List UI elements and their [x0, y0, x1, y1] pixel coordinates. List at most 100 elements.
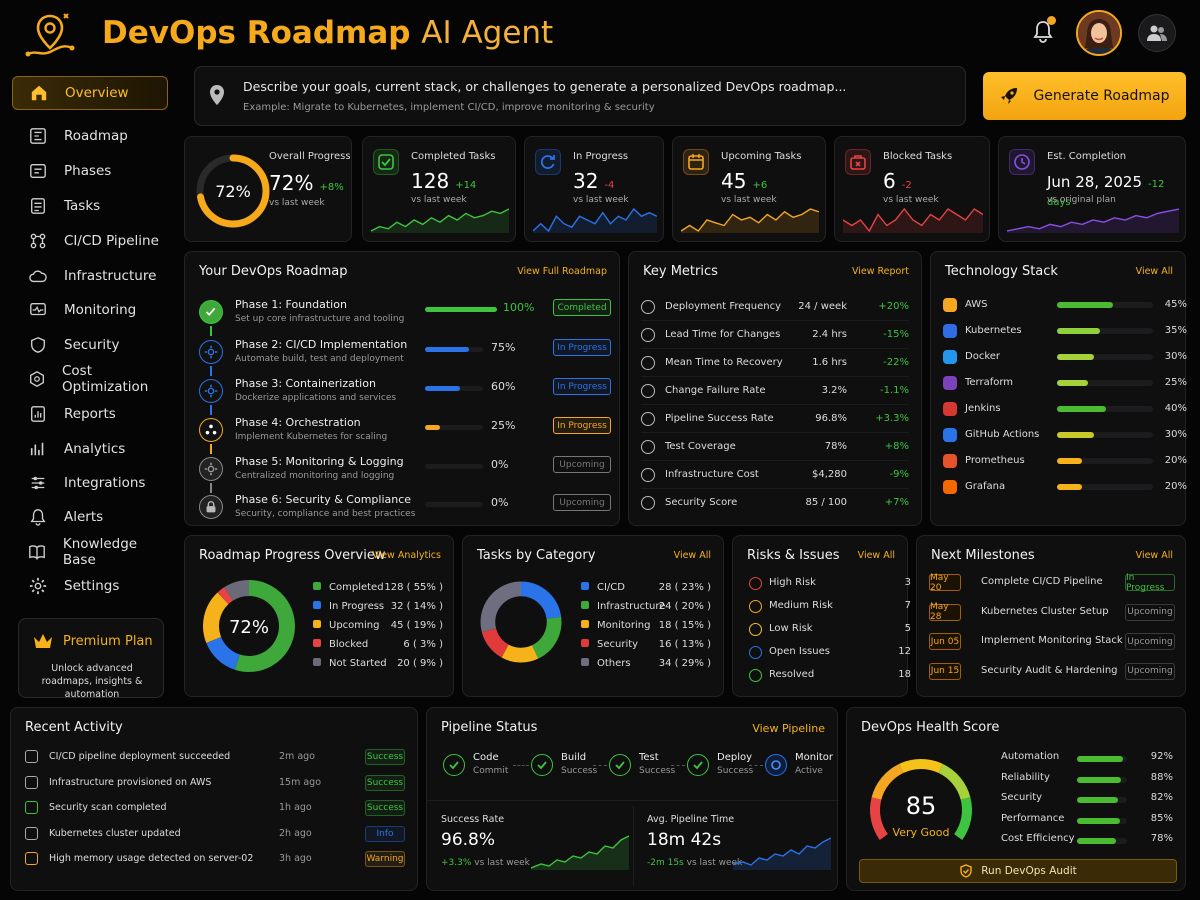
roadmap-phase-4[interactable]: Phase 4: Orchestration Implement Kubernet… [199, 416, 621, 454]
cloud-icon [28, 266, 48, 286]
activity-row[interactable]: CI/CD pipeline deployment succeeded 2m ag… [23, 748, 405, 768]
roadmap-phase-3[interactable]: Phase 3: Containerization Dockerize appli… [199, 377, 621, 415]
sidebar-item-label: Phases [64, 163, 112, 179]
pipeline-step-status: Active [795, 766, 823, 776]
run-devops-audit-button[interactable]: Run DevOps Audit [859, 859, 1177, 883]
milestones-view-all-link[interactable]: View All [1135, 550, 1173, 561]
sidebar-item-label: Infrastructure [64, 268, 157, 284]
legend-item: Monitoring 18 ( 15% ) [581, 620, 711, 631]
blocked-icon [845, 149, 871, 175]
goal-prompt-input[interactable]: Describe your goals, current stack, or c… [194, 66, 966, 126]
phase-status-badge: Upcoming [553, 494, 611, 511]
roadmap-phase-2[interactable]: Phase 2: CI/CD Implementation Automate bu… [199, 338, 621, 376]
roadmap-phase-5[interactable]: Phase 5: Monitoring & Logging Centralized… [199, 455, 621, 493]
activity-row[interactable]: Kubernetes cluster updated 2h ago Info [23, 825, 405, 845]
pipeline-step-build[interactable]: Build Success [531, 750, 611, 786]
sidebar-item-cost-optimization[interactable]: Cost Optimization [12, 362, 168, 396]
phase-title: Phase 1: Foundation [235, 298, 347, 311]
bell-icon[interactable] [1028, 16, 1058, 46]
tech-row-docker[interactable]: Docker 30% [943, 348, 1187, 368]
milestone-label: Kubernetes Cluster Setup [981, 605, 1109, 617]
milestone-row[interactable]: May 20 Complete CI/CD Pipeline In Progress [929, 573, 1175, 594]
recent-activity-title: Recent Activity [25, 720, 123, 735]
activity-row[interactable]: Infrastructure provisioned on AWS 15m ago… [23, 774, 405, 794]
roadmap-phase-1[interactable]: Phase 1: Foundation Set up core infrastru… [199, 298, 621, 336]
legend-label: In Progress [329, 601, 385, 612]
sidebar-item-monitoring[interactable]: Monitoring [12, 293, 168, 327]
users-icon[interactable] [1138, 14, 1176, 52]
sidebar-item-alerts[interactable]: Alerts [12, 500, 168, 534]
sidebar-item-security[interactable]: Security [12, 328, 168, 362]
tech-row-github-actions[interactable]: GitHub Actions 30% [943, 426, 1187, 446]
sidebar-item-roadmap[interactable]: Roadmap [12, 119, 168, 153]
pipeline-step-deploy[interactable]: Deploy Success [687, 750, 767, 786]
metric-row: Mean Time to Recovery 1.6 hrs -22% [641, 354, 909, 377]
sidebar-item-integrations[interactable]: Integrations [12, 466, 168, 500]
activity-label: High memory usage detected on server-02 [49, 853, 254, 864]
tech-row-prometheus[interactable]: Prometheus 20% [943, 452, 1187, 472]
tech-usage-bar [1057, 406, 1153, 412]
sidebar-item-knowledge-base[interactable]: Knowledge Base [12, 535, 168, 569]
tech-usage-bar [1057, 432, 1153, 438]
sidebar-item-phases[interactable]: Phases [12, 154, 168, 188]
view-pipeline-link[interactable]: View Pipeline [752, 722, 825, 735]
category-view-all-link[interactable]: View All [673, 550, 711, 561]
metric-delta: -1.1% [879, 385, 909, 396]
tech-row-kubernetes[interactable]: Kubernetes 35% [943, 322, 1187, 342]
tech-percent: 30% [1164, 351, 1187, 362]
legend-count: 6 ( 3% ) [403, 639, 443, 650]
phase-connector [210, 444, 212, 454]
milestone-row[interactable]: Jun 05 Implement Monitoring Stack Upcoming [929, 633, 1175, 653]
tech-view-all-link[interactable]: View All [1135, 266, 1173, 277]
health-row: Reliability 88% [1001, 771, 1173, 789]
tech-row-terraform[interactable]: Terraform 25% [943, 374, 1187, 394]
sidebar-item-tasks[interactable]: Tasks [12, 189, 168, 223]
success-rate-value: 96.8% [441, 830, 496, 850]
view-analytics-link[interactable]: View Analytics [372, 550, 441, 561]
kpi-value-text: 45 [721, 169, 747, 193]
tasks-by-category-title: Tasks by Category [477, 548, 596, 563]
user-avatar[interactable] [1076, 10, 1122, 56]
generate-roadmap-button[interactable]: Generate Roadmap [983, 72, 1186, 120]
view-report-link[interactable]: View Report [851, 266, 909, 277]
risk-row[interactable]: Medium Risk 7 [749, 599, 911, 617]
sidebar-item-overview[interactable]: Overview [12, 76, 168, 110]
sidebar-item-analytics[interactable]: Analytics [12, 432, 168, 466]
phase-progress-bar [425, 502, 483, 507]
pipeline-step-test[interactable]: Test Success [609, 750, 689, 786]
tech-row-aws[interactable]: AWS 45% [943, 296, 1187, 316]
risks-view-all-link[interactable]: View All [857, 550, 895, 561]
tech-row-grafana[interactable]: Grafana 20% [943, 478, 1187, 498]
category-slice-3 [481, 627, 509, 658]
activity-row[interactable]: Security scan completed 1h ago Success [23, 799, 405, 819]
sidebar-item-settings[interactable]: Settings [12, 569, 168, 603]
recent-activity-card: Recent Activity CI/CD pipeline deploymen… [10, 707, 418, 891]
sidebar-item-infrastructure[interactable]: Infrastructure [12, 259, 168, 293]
risk-row[interactable]: Resolved 18 [749, 668, 911, 686]
risk-row[interactable]: Low Risk 5 [749, 622, 911, 640]
pipeline-step-code[interactable]: Code Commit [443, 750, 529, 786]
phase-percent: 100% [503, 301, 535, 314]
sidebar-item-reports[interactable]: Reports [12, 397, 168, 431]
phase-percent: 60% [491, 380, 516, 393]
premium-plan-card[interactable]: Premium Plan Unlock advanced roadmaps, i… [18, 618, 164, 700]
roadmap-phase-6[interactable]: Phase 6: Security & Compliance Security, … [199, 493, 621, 529]
next-milestones-card: Next Milestones View All May 20 Complete … [916, 535, 1186, 697]
calendar-icon [683, 149, 709, 175]
sidebar-item-ci-cd-pipeline[interactable]: CI/CD Pipeline [12, 224, 168, 258]
kpi-label: Blocked Tasks [883, 151, 953, 162]
phase-description: Centralized monitoring and logging [235, 471, 395, 481]
pipeline-step-monitor[interactable]: Monitor Active [765, 750, 845, 786]
tech-percent: 30% [1164, 429, 1187, 440]
legend-count: 24 ( 20% ) [658, 601, 711, 612]
activity-row[interactable]: High memory usage detected on server-02 3… [23, 850, 405, 870]
tech-row-jenkins[interactable]: Jenkins 40% [943, 400, 1187, 420]
metric-value: 1.6 hrs [812, 357, 847, 368]
milestone-row[interactable]: Jun 15 Security Audit & Hardening Upcoming [929, 662, 1175, 683]
milestone-row[interactable]: May 28 Kubernetes Cluster Setup Upcoming [929, 602, 1175, 624]
progress-donut-chart: 72% [203, 580, 295, 672]
analytics-icon [28, 439, 48, 459]
view-full-roadmap-link[interactable]: View Full Roadmap [517, 266, 607, 277]
risk-row[interactable]: Open Issues 12 [749, 645, 911, 663]
risk-row[interactable]: High Risk 3 [749, 576, 911, 594]
